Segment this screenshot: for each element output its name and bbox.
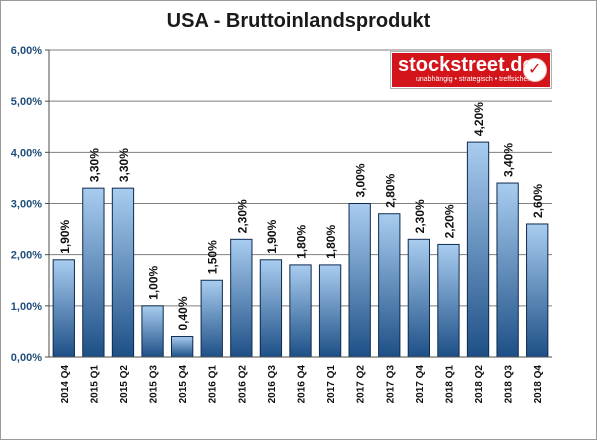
x-tick-label: 2017 Q2 — [356, 365, 367, 404]
y-tick-label: 2,00% — [11, 250, 42, 262]
data-label: 2,30% — [235, 199, 249, 233]
y-tick-label: 4,00% — [11, 147, 42, 159]
x-tick-label: 2017 Q4 — [415, 365, 426, 404]
data-label: 1,50% — [206, 240, 220, 274]
bar — [52, 259, 75, 358]
bar — [318, 264, 342, 358]
x-tick-label: 2015 Q3 — [149, 365, 160, 404]
bar — [111, 187, 135, 358]
bars — [52, 141, 549, 358]
y-tick-label: 0,00% — [11, 352, 42, 364]
x-tick-label: 2018 Q2 — [474, 365, 485, 404]
bar — [170, 336, 194, 358]
bar — [496, 182, 519, 358]
bar — [437, 243, 460, 358]
data-label: 1,80% — [295, 225, 309, 259]
x-tick-label: 2017 Q3 — [385, 365, 396, 404]
x-tick-label: 2018 Q4 — [533, 365, 544, 404]
x-tick-label: 2016 Q1 — [208, 365, 219, 404]
bar — [230, 238, 253, 358]
bar — [378, 213, 401, 358]
bar — [259, 259, 283, 358]
y-tick-label: 1,00% — [11, 301, 42, 313]
y-tick-label: 3,00% — [11, 199, 42, 211]
data-label: 2,30% — [413, 199, 427, 233]
data-label: 4,20% — [472, 102, 486, 136]
stockstreet-logo: stockstreet.de unabhängig • strategisch … — [391, 52, 551, 88]
y-tick-label: 5,00% — [11, 96, 42, 108]
x-tick-label: 2016 Q2 — [237, 365, 248, 404]
x-tick-label: 2015 Q2 — [119, 365, 130, 404]
data-label: 2,80% — [383, 173, 397, 207]
x-tick-label: 2015 Q1 — [89, 365, 100, 404]
data-label: 3,30% — [87, 148, 101, 182]
data-label: 3,40% — [502, 143, 516, 177]
x-tick-label: 2017 Q1 — [326, 365, 337, 404]
data-label: 1,90% — [265, 219, 279, 253]
logo-tagline: unabhängig • strategisch • treffsicher — [416, 76, 530, 83]
data-label: 1,90% — [58, 219, 72, 253]
labels: 0,00% 1,00% 2,00% 3,00% 4,00% 5,00% 6,00% 1,90%… — [11, 45, 545, 403]
bar — [82, 187, 105, 358]
x-tick-label: 2014 Q4 — [60, 365, 71, 404]
x-tick-label: 2015 Q4 — [178, 365, 189, 404]
x-tick-label: 2016 Q4 — [297, 365, 308, 404]
bar — [141, 305, 164, 358]
x-tick-label: 2018 Q3 — [504, 365, 515, 404]
bar — [407, 238, 431, 358]
y-tick-label: 6,00% — [11, 45, 42, 57]
data-label: 1,80% — [324, 225, 338, 259]
x-tick-label: 2016 Q3 — [267, 365, 278, 404]
bar — [289, 264, 312, 358]
x-tick-label: 2018 Q1 — [444, 365, 455, 404]
bar — [348, 203, 371, 358]
bar — [200, 279, 223, 358]
bar — [466, 141, 490, 358]
data-label: 3,30% — [117, 148, 131, 182]
chart-title: USA - Bruttoinlandsprodukt — [166, 10, 431, 32]
data-label: 3,00% — [354, 163, 368, 197]
data-label: 1,00% — [147, 265, 161, 299]
data-label: 2,60% — [531, 184, 545, 218]
axes — [45, 49, 552, 358]
data-label: 2,20% — [442, 204, 456, 238]
bar — [526, 223, 549, 358]
data-label: 0,40% — [176, 296, 190, 330]
logo-name: stockstreet.de — [398, 54, 534, 76]
checkmark-icon: ✓ — [523, 58, 547, 82]
